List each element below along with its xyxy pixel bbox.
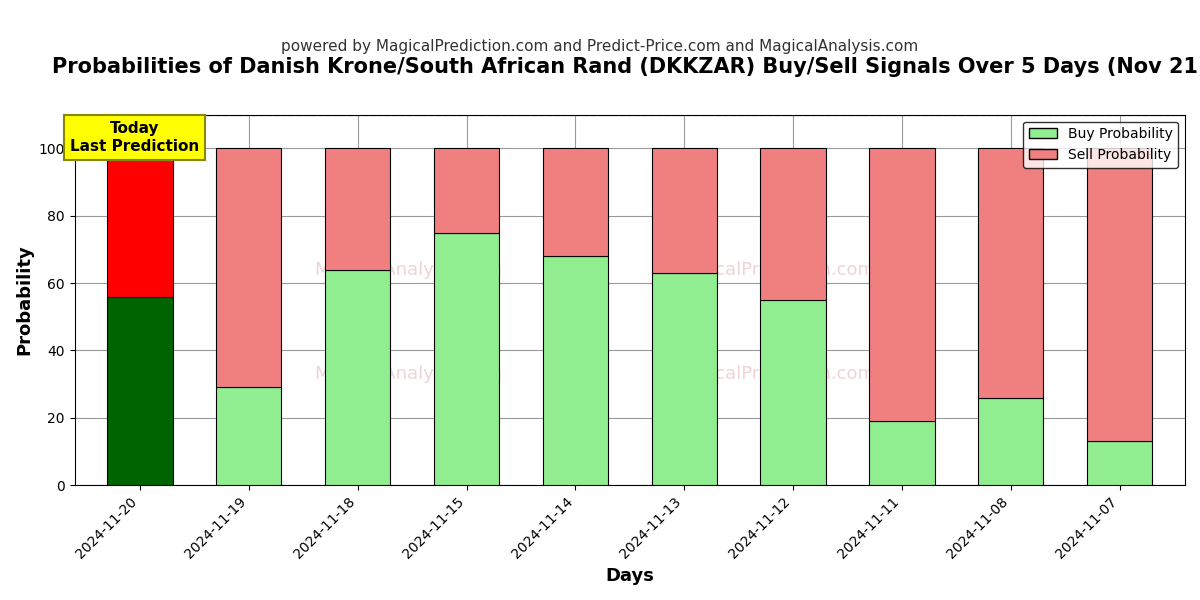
Bar (216, 388, 282, 485)
Bar (216, 148, 282, 388)
Bar (107, 296, 173, 485)
X-axis label: Days: Days (605, 567, 654, 585)
Text: powered by MagicalPrediction.com and Predict-Price.com and MagicalAnalysis.com: powered by MagicalPrediction.com and Pre… (281, 39, 919, 54)
Bar (1087, 442, 1152, 485)
Bar (652, 148, 716, 273)
Text: MagicalPrediction.com: MagicalPrediction.com (673, 365, 876, 383)
Bar (107, 148, 173, 296)
Title: Probabilities of Danish Krone/South African Rand (DKKZAR) Buy/Sell Signals Over : Probabilities of Danish Krone/South Afri… (52, 57, 1200, 77)
Bar (434, 148, 499, 233)
Bar (325, 148, 390, 269)
Bar (1087, 148, 1152, 442)
Bar (978, 148, 1044, 398)
Bar (325, 269, 390, 485)
Text: MagicalAnalysis.com: MagicalAnalysis.com (314, 365, 502, 383)
Bar (761, 148, 826, 300)
Y-axis label: Probability: Probability (16, 244, 34, 355)
Bar (869, 148, 935, 421)
Legend: Buy Probability, Sell Probability: Buy Probability, Sell Probability (1024, 122, 1178, 167)
Bar (761, 300, 826, 485)
Bar (869, 421, 935, 485)
Bar (542, 256, 608, 485)
Text: Today
Last Prediction: Today Last Prediction (70, 121, 199, 154)
Bar (652, 273, 716, 485)
Text: MagicalPrediction.com: MagicalPrediction.com (673, 261, 876, 279)
Bar (978, 398, 1044, 485)
Bar (542, 148, 608, 256)
Text: MagicalAnalysis.com: MagicalAnalysis.com (314, 261, 502, 279)
Bar (434, 233, 499, 485)
